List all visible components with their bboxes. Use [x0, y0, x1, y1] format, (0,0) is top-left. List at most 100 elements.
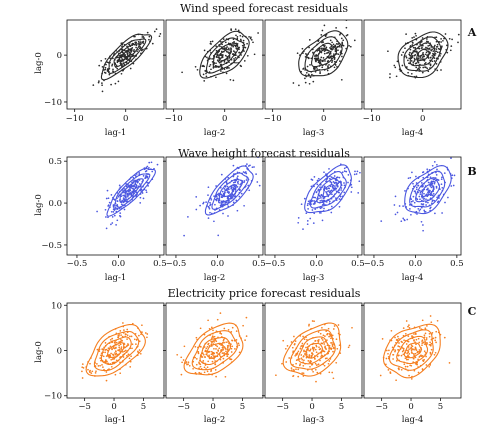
data-point	[323, 50, 326, 52]
data-point	[314, 196, 317, 199]
data-point	[237, 29, 240, 32]
data-point	[400, 368, 403, 371]
data-point	[419, 55, 422, 57]
data-point	[203, 371, 206, 374]
subplot-lag-2: −0.5 0.0 0.5 lag-2	[163, 156, 266, 283]
data-point	[111, 63, 114, 66]
density-contour	[297, 336, 330, 365]
data-point	[407, 354, 409, 357]
data-point	[231, 42, 234, 44]
data-point	[328, 63, 330, 66]
data-point	[97, 365, 100, 367]
data-point	[333, 60, 336, 63]
data-point	[243, 181, 245, 184]
data-point	[230, 358, 233, 361]
data-point	[392, 358, 394, 360]
data-point	[322, 41, 325, 43]
data-point	[394, 336, 396, 339]
data-point	[328, 191, 331, 194]
data-point	[394, 350, 396, 353]
data-point	[310, 57, 313, 60]
data-point	[428, 44, 431, 47]
data-point	[307, 208, 309, 210]
data-point	[109, 354, 112, 357]
y-axis-label: lag-0	[34, 341, 44, 363]
data-point	[235, 42, 238, 45]
data-point	[335, 338, 338, 341]
data-point	[96, 210, 98, 213]
data-point	[385, 357, 388, 360]
data-point	[226, 346, 229, 349]
data-point	[109, 345, 112, 348]
density-contour	[206, 342, 224, 359]
data-point	[118, 348, 121, 351]
data-point	[227, 348, 229, 351]
data-point	[297, 350, 300, 353]
plot-area	[380, 157, 456, 232]
data-point	[311, 200, 314, 202]
data-point	[211, 58, 213, 60]
data-point	[203, 366, 206, 369]
data-point	[307, 57, 310, 60]
data-point	[148, 161, 151, 164]
data-point	[114, 352, 116, 354]
axes-frame	[66, 19, 165, 110]
data-point	[342, 44, 345, 47]
data-point	[418, 327, 421, 329]
data-point	[427, 181, 430, 184]
data-point	[122, 356, 125, 358]
data-point	[333, 325, 336, 327]
data-point	[400, 220, 403, 223]
data-point	[225, 350, 227, 353]
data-point	[199, 365, 202, 368]
data-point	[430, 348, 433, 351]
data-point	[155, 28, 158, 30]
data-point	[229, 78, 232, 81]
data-point	[236, 209, 239, 212]
data-point	[324, 335, 326, 337]
data-point	[232, 79, 235, 82]
data-point	[420, 220, 423, 223]
data-point	[414, 332, 417, 335]
data-point	[308, 46, 310, 49]
data-point	[433, 181, 436, 184]
data-point	[148, 167, 150, 169]
data-point	[421, 339, 424, 342]
data-point	[319, 332, 322, 335]
data-point	[243, 60, 246, 62]
data-point	[405, 358, 408, 361]
data-point	[402, 353, 405, 356]
data-point	[111, 64, 113, 67]
data-point	[306, 65, 309, 68]
data-point	[321, 194, 323, 197]
data-point	[417, 54, 420, 57]
data-point	[324, 347, 327, 349]
density-contour	[316, 177, 342, 204]
data-point	[122, 322, 124, 324]
data-point	[150, 161, 153, 164]
data-point	[347, 174, 350, 176]
density-contour	[183, 322, 244, 376]
data-point	[221, 352, 224, 354]
x-tick-label: 0	[321, 114, 326, 124]
data-point	[129, 366, 132, 368]
data-point	[331, 59, 334, 62]
data-point	[435, 185, 438, 188]
data-point	[313, 176, 316, 178]
data-point	[226, 67, 228, 70]
density-contour	[415, 177, 441, 203]
data-point	[120, 346, 123, 348]
data-point	[135, 339, 138, 341]
data-point	[210, 337, 213, 339]
x-tick-label: 5	[339, 402, 344, 412]
data-point	[432, 50, 435, 52]
data-point	[318, 339, 320, 341]
data-point	[408, 327, 411, 329]
data-point	[115, 352, 118, 355]
data-point	[180, 356, 183, 359]
data-point	[323, 343, 326, 345]
data-point	[338, 176, 341, 179]
data-point	[185, 361, 188, 363]
data-point	[320, 197, 322, 199]
data-point	[148, 35, 151, 38]
